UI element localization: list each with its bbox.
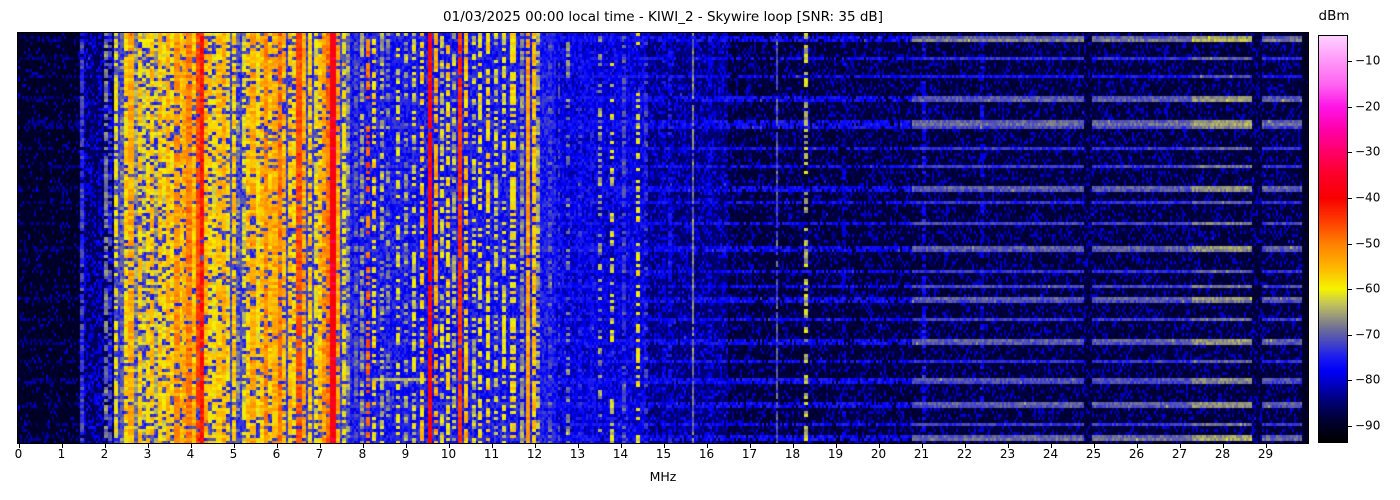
x-axis-tick-label: 3: [143, 447, 152, 461]
x-axis-tick-mark: [620, 444, 622, 448]
colorbar-tick-mark: [1348, 289, 1352, 291]
x-axis-tick-mark: [792, 444, 794, 448]
x-axis-tick-label: 25: [1085, 447, 1102, 461]
colorbar-tick-mark: [1348, 243, 1352, 245]
x-axis-tick-mark: [749, 444, 751, 448]
x-axis-tick-mark: [878, 444, 880, 448]
x-axis-tick-label: 8: [358, 447, 367, 461]
x-axis-tick-label: 19: [827, 447, 844, 461]
x-axis-tick-label: 22: [956, 447, 973, 461]
x-axis-tick-label: 2: [100, 447, 109, 461]
colorbar-tick-mark: [1348, 197, 1352, 199]
colorbar-tick-label: −70: [1355, 327, 1381, 342]
colorbar-tick-label: −40: [1355, 190, 1381, 205]
x-axis-tick-label: 4: [186, 447, 195, 461]
x-axis-tick-label: 6: [272, 447, 281, 461]
x-axis-tick-label: 11: [483, 447, 500, 461]
x-axis-tick-mark: [1050, 444, 1052, 448]
x-axis-tick-label: 24: [1042, 447, 1059, 461]
x-axis-tick-label: 26: [1128, 447, 1145, 461]
x-axis-tick-label: 10: [440, 447, 457, 461]
x-axis-tick-label: 0: [14, 447, 23, 461]
x-axis-tick-mark: [663, 444, 665, 448]
x-axis-tick-mark: [1179, 444, 1181, 448]
colorbar-tick-label: −80: [1355, 373, 1381, 388]
x-axis-tick-mark: [491, 444, 493, 448]
x-axis-tick-mark: [448, 444, 450, 448]
x-axis-tick-mark: [706, 444, 708, 448]
x-axis-tick-mark: [61, 444, 63, 448]
x-axis-tick-label: 15: [655, 447, 672, 461]
x-axis-tick-mark: [534, 444, 536, 448]
colorbar: [1318, 35, 1348, 443]
colorbar-tick-mark: [1348, 152, 1352, 154]
x-axis-tick-label: 17: [741, 447, 758, 461]
x-axis-tick-label: 29: [1257, 447, 1274, 461]
x-axis-tick-mark: [1265, 444, 1267, 448]
colorbar-tick-mark: [1348, 380, 1352, 382]
colorbar-tick-label: −30: [1355, 145, 1381, 160]
x-axis-tick-mark: [405, 444, 407, 448]
x-axis-tick-label: 16: [698, 447, 715, 461]
x-axis-tick-label: 23: [999, 447, 1016, 461]
colorbar-tick-label: −60: [1355, 281, 1381, 296]
x-axis-tick-mark: [276, 444, 278, 448]
x-axis-tick-label: 28: [1214, 447, 1231, 461]
x-axis-tick-mark: [835, 444, 837, 448]
x-axis-tick-label: 9: [401, 447, 410, 461]
x-axis-tick-mark: [233, 444, 235, 448]
x-axis-tick-label: 21: [913, 447, 930, 461]
x-axis-tick-mark: [104, 444, 106, 448]
x-axis-tick-mark: [1136, 444, 1138, 448]
colorbar-tick-label: −20: [1355, 99, 1381, 114]
x-axis-tick-label: 18: [784, 447, 801, 461]
x-axis-tick-mark: [18, 444, 20, 448]
x-axis-tick-mark: [1222, 444, 1224, 448]
x-axis-tick-label: 14: [612, 447, 629, 461]
x-axis-tick-label: 7: [315, 447, 324, 461]
colorbar-tick-mark: [1348, 426, 1352, 428]
x-axis-tick-label: 20: [870, 447, 887, 461]
colorbar-label: dBm: [1318, 8, 1350, 24]
colorbar-tick-mark: [1348, 334, 1352, 336]
waterfall-plot-area: [17, 32, 1309, 444]
x-axis-tick-mark: [921, 444, 923, 448]
x-axis-tick-mark: [147, 444, 149, 448]
x-axis-tick-mark: [964, 444, 966, 448]
plot-title: 01/03/2025 00:00 local time - KIWI_2 - S…: [443, 9, 883, 25]
x-axis-tick-label: 13: [569, 447, 586, 461]
x-axis-tick-mark: [319, 444, 321, 448]
x-axis-tick-mark: [362, 444, 364, 448]
x-axis-tick-mark: [190, 444, 192, 448]
colorbar-tick-label: −50: [1355, 236, 1381, 251]
x-axis-tick-label: 5: [229, 447, 238, 461]
colorbar-canvas: [1319, 36, 1347, 442]
x-axis-tick-mark: [1007, 444, 1009, 448]
colorbar-tick-label: −10: [1355, 53, 1381, 68]
waterfall-canvas: [18, 33, 1308, 443]
x-axis-tick-label: 1: [57, 447, 66, 461]
x-axis-tick-mark: [577, 444, 579, 448]
x-axis-tick-mark: [1093, 444, 1095, 448]
colorbar-tick-label: −90: [1355, 418, 1381, 433]
x-axis-label: MHz: [649, 469, 677, 484]
colorbar-tick-mark: [1348, 61, 1352, 63]
x-axis-tick-label: 12: [526, 447, 543, 461]
colorbar-tick-mark: [1348, 106, 1352, 108]
x-axis-tick-label: 27: [1171, 447, 1188, 461]
